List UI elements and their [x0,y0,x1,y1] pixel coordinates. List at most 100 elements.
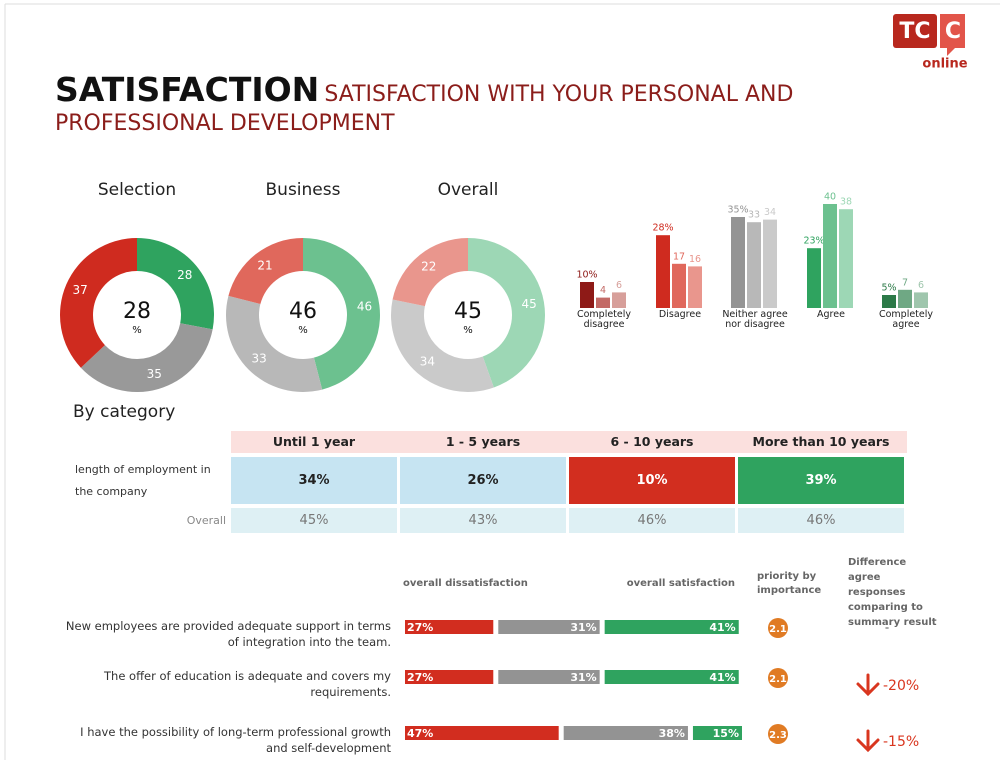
title: SATISFACTION [55,70,320,109]
subtitle: SATISFACTION WITH YOUR PERSONAL AND PROF… [55,82,794,136]
priority-badge [768,668,788,688]
bar [731,217,745,308]
table-cell: 43% [400,508,566,533]
bar-label: 15% [713,727,739,740]
bar [882,295,896,308]
donut-segment [80,323,213,393]
bar-label: 17 [673,251,685,262]
bar [656,235,670,308]
bar-label: 31% [570,621,596,634]
bar [823,204,837,308]
logo-sub: online [922,57,967,72]
logo-text: C [945,19,961,44]
bar [914,292,928,308]
bar [580,282,594,308]
column-header: Until 1 year [272,434,356,449]
category-label: Disagree [658,309,702,320]
bar-label: 41% [709,671,735,684]
priority-value: 2.1 [769,674,787,685]
stacked-bar [604,670,739,684]
bar [747,222,761,308]
bar-label: 23% [803,236,824,247]
donut-label: 35 [147,367,162,381]
donut-center-unit: % [298,325,308,336]
donut-label: 21 [257,259,272,273]
donut-label: 46 [357,300,372,314]
section-title: By category [73,402,176,422]
trend-arrow [856,673,880,697]
bar-label: 27% [407,621,433,634]
donut-title: Selection [98,180,176,200]
donut-label: 37 [72,283,87,297]
stacked-bar [405,620,494,634]
bar [763,219,777,308]
column-header: overall satisfaction [626,578,735,589]
bar-label: 41% [709,621,735,634]
donut-segment [226,295,323,392]
logo-text: TC [899,19,930,44]
bar-label: 40 [824,192,836,203]
bar [612,292,626,308]
stacked-bar [498,620,600,634]
bar-label: 4 [600,285,606,296]
category-label: Neither agree nor disagree [722,309,788,330]
priority-badge [768,724,788,744]
column-header: More than 10 years [752,434,890,449]
table-cell: 45% [231,508,397,533]
donut-label: 28 [177,268,192,282]
donut-center-unit: % [463,325,473,336]
statement-text: New employees are provided adequate supp… [65,619,391,649]
category-label: Completely disagree [576,309,632,330]
bar-label: 38 [840,197,852,208]
bar-label: 35% [727,205,748,216]
logo-bubble [940,14,965,56]
table-cell: 46% [738,508,904,533]
priority-value: 2.1 [769,624,787,635]
donut-label: 33 [252,351,267,365]
donut-center: 45 [454,299,482,324]
column-header: 1 - 5 years [445,434,521,449]
stacked-bar [563,726,688,740]
donut-segment [303,238,380,390]
bar-label: 7 [902,277,908,288]
table-header-bg [231,431,907,453]
bar-label: 27% [407,671,433,684]
bar [898,289,912,308]
column-header: overall dissatisfaction [403,578,528,589]
bar-label: 33 [748,210,760,221]
bar-label: 10% [576,270,597,281]
trend-arrow [856,729,880,753]
bar-label: 34 [764,207,776,218]
donut-center: 28 [123,299,151,324]
difference-value: -20% [883,678,919,694]
donut-segment [228,238,303,305]
category-label: Agree [817,309,845,320]
stacked-bar [405,726,559,740]
table-cell: 39% [738,457,904,504]
difference-value: - [885,621,889,635]
donut-label: 34 [420,354,435,368]
difference-value: -15% [883,734,919,750]
donut-segment [392,238,468,307]
donut-segment [60,238,138,368]
donut-segment [391,299,494,393]
column-header: Difference agree responses comparing to … [848,557,937,628]
donut-segment [137,238,215,330]
bar-label: 6 [616,280,622,291]
donut-center: 46 [289,299,317,324]
bar-label: 28% [652,223,673,234]
category-label: Completely agree [878,309,934,330]
priority-badge [768,618,788,638]
table-cell: 10% [569,457,735,504]
priority-value: 2.3 [769,730,787,741]
table-cell: 34% [231,457,397,504]
donut-label: 22 [421,259,436,273]
column-header: 6 - 10 years [610,434,694,449]
bar [807,248,821,308]
bar-label: 38% [659,727,685,740]
bar-label: 31% [570,671,596,684]
logo-box [893,14,937,48]
donut-center-unit: % [132,325,142,336]
row-label: length of employment in the company [75,463,211,498]
